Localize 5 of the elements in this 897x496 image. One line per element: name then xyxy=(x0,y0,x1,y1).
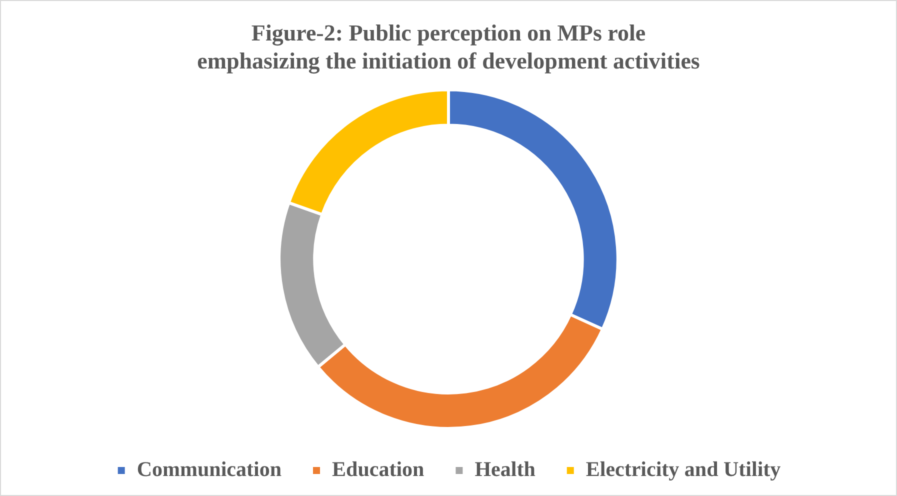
legend-label: Electricity and Utility xyxy=(586,456,782,481)
legend-label: Health xyxy=(474,456,536,481)
legend-label: Communication xyxy=(136,456,282,481)
legend-label: Education xyxy=(332,456,425,481)
chart-title: Figure-2: Public perception on MPs role emphasizing the initiation of development activities xyxy=(197,20,700,74)
